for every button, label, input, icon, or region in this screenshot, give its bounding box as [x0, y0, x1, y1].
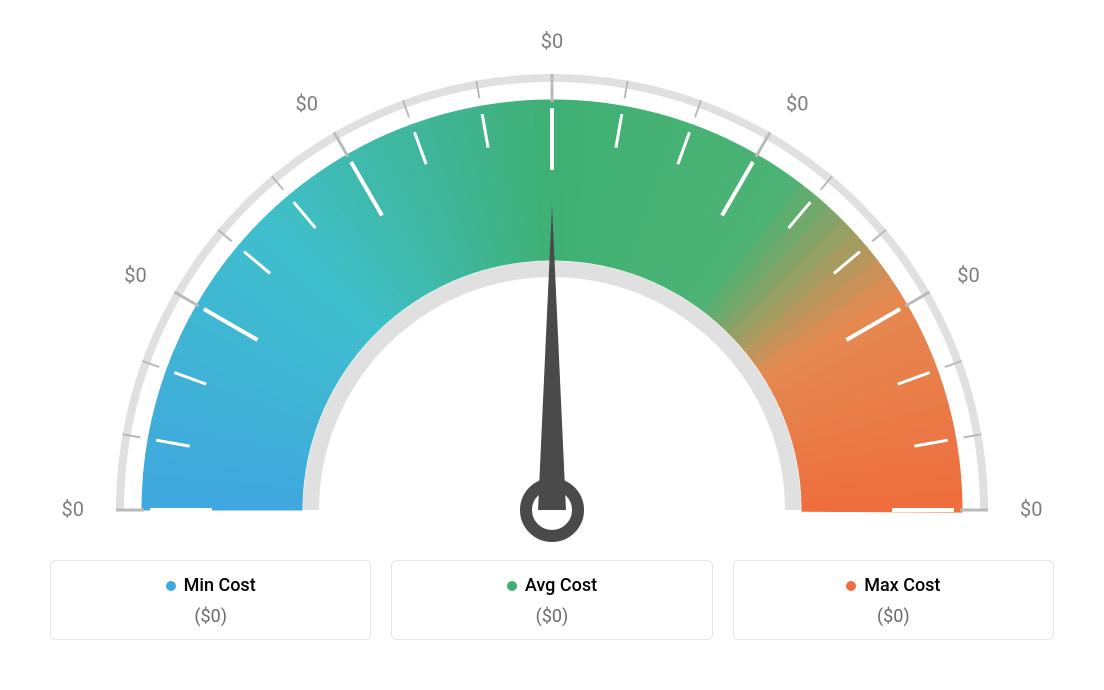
- legend-dot-min: [166, 581, 176, 591]
- gauge-svg: $0 $0 $0 $0 $0 $0 $0: [40, 10, 1064, 550]
- legend-card-min: Min Cost ($0): [50, 560, 371, 640]
- legend-label-avg: Avg Cost: [507, 575, 597, 596]
- legend-text-avg: Avg Cost: [525, 575, 597, 596]
- legend-value-avg: ($0): [392, 606, 711, 627]
- tick-label: $0: [957, 263, 979, 287]
- legend-card-max: Max Cost ($0): [733, 560, 1054, 640]
- tick-label: $0: [786, 92, 808, 116]
- legend-text-min: Min Cost: [184, 575, 256, 596]
- legend-row: Min Cost ($0) Avg Cost ($0) Max Cost ($0…: [40, 560, 1064, 640]
- legend-value-min: ($0): [51, 606, 370, 627]
- legend-value-max: ($0): [734, 606, 1053, 627]
- tick-label: $0: [62, 497, 84, 521]
- tick-label: $0: [541, 29, 563, 53]
- gauge-chart-container: $0 $0 $0 $0 $0 $0 $0 Min Cost ($0) Avg Cost ($…: [0, 0, 1104, 690]
- tick-label: $0: [124, 263, 146, 287]
- tick-label: $0: [296, 92, 318, 116]
- legend-dot-avg: [507, 581, 517, 591]
- gauge-area: $0 $0 $0 $0 $0 $0 $0: [40, 10, 1064, 550]
- legend-label-min: Min Cost: [166, 575, 256, 596]
- legend-dot-max: [846, 581, 856, 591]
- tick-label: $0: [1020, 497, 1042, 521]
- legend-card-avg: Avg Cost ($0): [391, 560, 712, 640]
- legend-label-max: Max Cost: [846, 575, 940, 596]
- legend-text-max: Max Cost: [864, 575, 940, 596]
